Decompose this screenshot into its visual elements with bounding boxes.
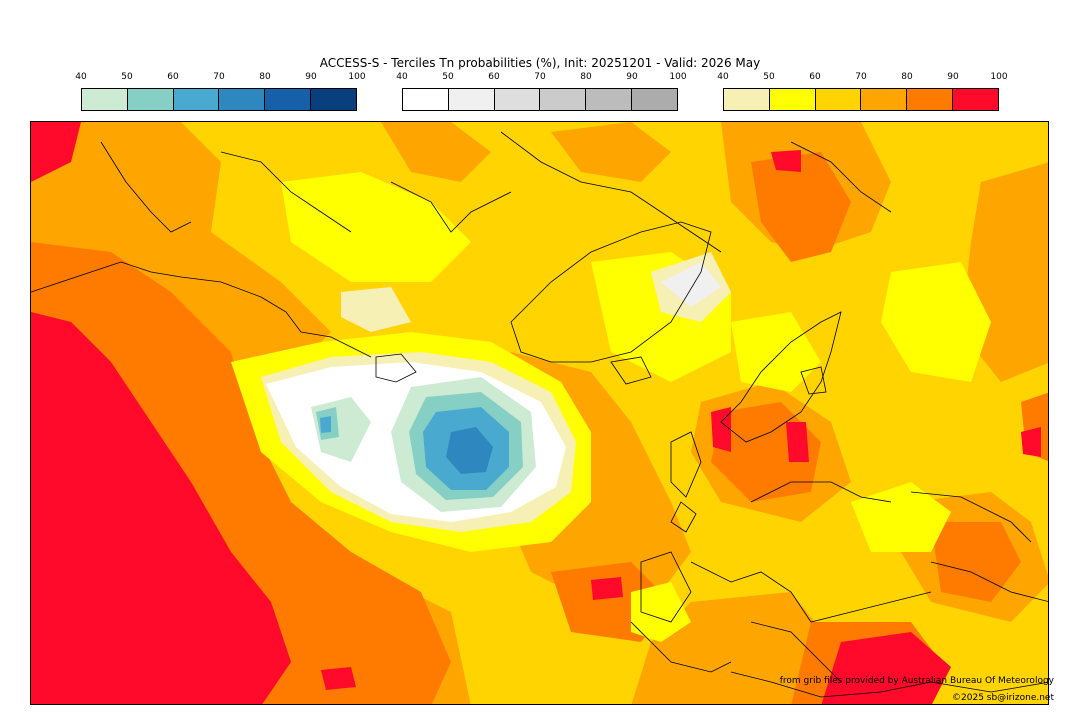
legend-swatch [907, 89, 954, 110]
legend-tick: 60 [167, 72, 179, 82]
legend-tick: 90 [305, 72, 317, 82]
legend-swatch [448, 89, 495, 110]
legend-swatch [173, 89, 220, 110]
legend-swatch [724, 89, 770, 110]
legend-tick: 70 [213, 72, 225, 82]
legend-tick: 100 [669, 72, 687, 82]
map-canvas [31, 122, 1048, 704]
legend-tick: 90 [626, 72, 638, 82]
legend-swatch [815, 89, 862, 110]
legend-colorbar [723, 88, 999, 111]
credit-copyright: ©2025 sb@irizone.net [952, 693, 1054, 703]
legend-swatch [403, 89, 449, 110]
credit-source: from grib files provided by Australian B… [779, 676, 1054, 686]
legend-swatch [861, 89, 908, 110]
legend-tick: 40 [717, 72, 729, 82]
legend-swatch [769, 89, 816, 110]
legend-tick: 60 [809, 72, 821, 82]
legend-tick: 40 [396, 72, 408, 82]
legend-ticks: 40 50 60 70 80 90 100 [717, 72, 1007, 86]
field-below-normal [311, 377, 536, 512]
legend-swatch [219, 89, 266, 110]
legend-tick: 70 [855, 72, 867, 82]
legend-ticks: 40 50 60 70 80 90 100 [75, 72, 365, 86]
legend-tick: 70 [534, 72, 546, 82]
map-title: ACCESS-S - Terciles Tn probabilities (%)… [319, 56, 761, 70]
legend-tick: 90 [947, 72, 959, 82]
legend-swatch [82, 89, 128, 110]
legend-tick: 80 [901, 72, 913, 82]
legend-tick: 100 [990, 72, 1008, 82]
coastlines [31, 131, 1048, 698]
legend-tick: 80 [259, 72, 271, 82]
legend-above-normal: 40 50 60 70 80 90 100 [717, 72, 1008, 112]
legend-near-normal: 40 50 60 70 80 90 100 [396, 72, 687, 112]
legend-tick: 60 [488, 72, 500, 82]
field-red-zones [31, 122, 1041, 704]
legend-swatch [953, 89, 998, 110]
legend-swatch [632, 89, 677, 110]
legend-tick: 40 [75, 72, 87, 82]
legend-swatch [540, 89, 587, 110]
legend-ticks: 40 50 60 70 80 90 100 [396, 72, 686, 86]
probability-map [30, 121, 1049, 705]
legend-swatch [586, 89, 633, 110]
legend-tick: 80 [580, 72, 592, 82]
legend-swatch [494, 89, 541, 110]
legend-below-normal: 40 50 60 70 80 90 100 [75, 72, 366, 112]
legend-colorbar [402, 88, 678, 111]
legend-tick: 50 [763, 72, 775, 82]
legend-swatch [127, 89, 174, 110]
legend-swatch [311, 89, 356, 110]
legend-tick: 50 [442, 72, 454, 82]
legend-tick: 100 [348, 72, 366, 82]
legend-swatch [265, 89, 312, 110]
legend-tick: 50 [121, 72, 133, 82]
legend-colorbar [81, 88, 357, 111]
